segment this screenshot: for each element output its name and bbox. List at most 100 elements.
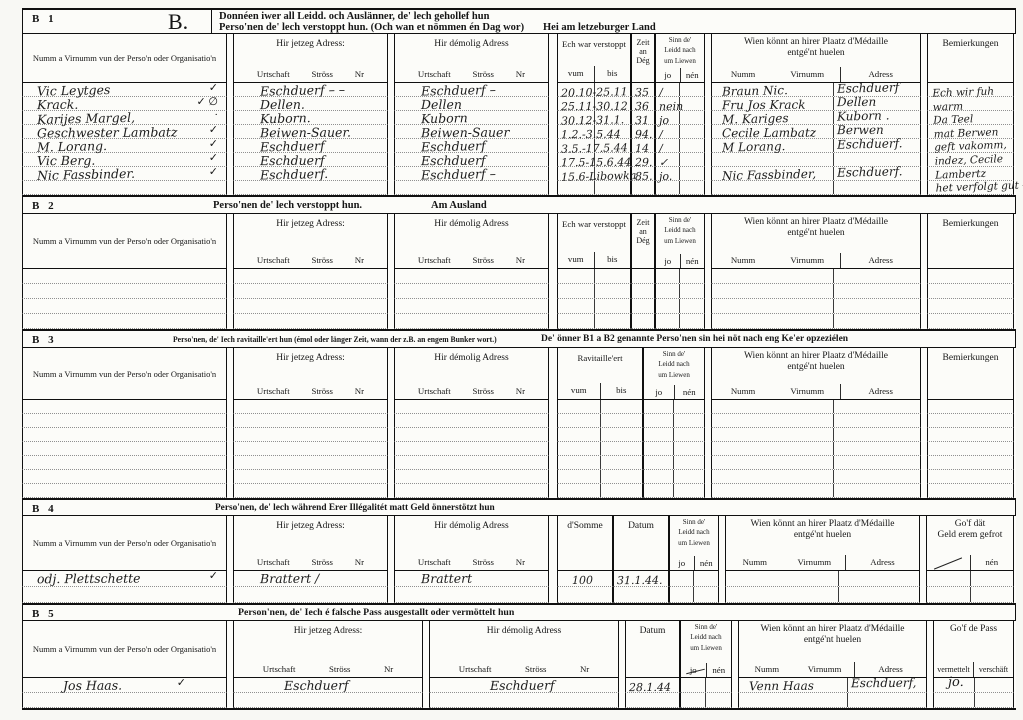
remarks-cell xyxy=(927,400,1014,414)
alive-cell xyxy=(643,428,705,442)
datum-label: Datum xyxy=(628,521,654,531)
table-row: Karijes Margel, · Kuborn. Kuborn 30.12-31… xyxy=(22,108,1016,128)
handwritten-address: Eschduerf. xyxy=(259,165,329,183)
datum-label: Datum xyxy=(639,626,666,636)
nr-label: Nr xyxy=(354,69,365,79)
table-row-empty xyxy=(22,284,1016,299)
table-row-empty xyxy=(22,299,1016,314)
section-id: B 3 xyxy=(32,334,57,346)
checkmark: ✓ ∅ xyxy=(196,96,218,108)
period-cell xyxy=(557,400,643,414)
remarks-cell xyxy=(927,428,1014,442)
former-address-cell xyxy=(394,299,549,314)
section-b4: B 4 Perso'nen, de' lech während Erer Ill… xyxy=(22,498,1016,603)
column-gap xyxy=(549,400,557,414)
days-cell: 36 xyxy=(631,97,655,113)
ravitailleert-label: Ravitaille'ert xyxy=(577,353,623,363)
date-cell xyxy=(613,587,669,603)
days-cell: 14 xyxy=(631,139,655,156)
wien-label-1: Wien könnt an hirer Plaatz d'Médaille xyxy=(743,37,889,47)
former-address-cell xyxy=(394,484,549,498)
checkmark: ✓ xyxy=(208,82,218,94)
table-row-empty xyxy=(22,470,1016,484)
current-address-header: Hir jetzeg Adress: Urtschaft Ströss Nr xyxy=(233,348,388,400)
former-address-header: Hir démolig Adress Urtschaft Ströss Nr xyxy=(394,214,549,269)
period-cell xyxy=(557,299,631,314)
days-cell xyxy=(631,299,655,314)
date-cell: 31.1.44. xyxy=(613,571,669,587)
urtschaft-label: Urtschaft xyxy=(256,386,290,396)
remarks-cell xyxy=(927,83,1014,97)
wien-label-2: entgé'nt huelen xyxy=(787,361,845,372)
section-b4-title-row: B 4 Perso'nen, de' lech während Erer Ill… xyxy=(22,498,1016,516)
jo-label: jo xyxy=(655,387,663,397)
verstoppt-label: Ech war verstoppt xyxy=(561,219,626,229)
handwritten-pass-answer: jo. xyxy=(947,674,964,691)
medal-cell xyxy=(711,484,921,498)
medal-cell xyxy=(711,314,921,329)
money-returned-cell xyxy=(926,571,1014,587)
handwritten-medal-address: Kuborn . xyxy=(836,108,890,124)
days-cell: 29. xyxy=(631,153,655,169)
handwritten-name: Vic Berg. xyxy=(36,152,96,169)
wien-sublabels: Numm Virnumm Adress xyxy=(712,384,920,399)
medal-cell xyxy=(711,153,921,167)
sum-column-header: d'Somme xyxy=(557,516,613,571)
wien-sublabels: Numm Virnumm Adress xyxy=(712,67,920,82)
alive-cell xyxy=(655,269,705,284)
bemierkungen-label: Bemierkungen xyxy=(942,353,999,363)
medal-column-header: Wien könnt an hirer Plaatz d'Médaille en… xyxy=(711,214,921,269)
adress-label: Adress xyxy=(840,67,920,82)
name-cell xyxy=(22,693,227,708)
table-row: Nic Fassbinder. ✓ Eschduerf. Eschduerf – … xyxy=(22,164,1016,184)
period-cell: 1.2.-3.5.44 xyxy=(557,125,631,142)
name-cell xyxy=(22,299,227,314)
alive-column-header: Sinn de' Leidd nach um Liewen jo nén xyxy=(655,34,705,83)
current-address-cell xyxy=(233,484,388,498)
handwritten-days: 14 xyxy=(634,141,650,156)
section-title-line2: Perso'nen de' lech verstoppt hun. (Och w… xyxy=(219,22,525,33)
name-cell xyxy=(22,414,227,428)
column-gap xyxy=(549,34,557,83)
wien-label-2: entgé'nt huelen xyxy=(787,47,845,58)
vum-label: vum xyxy=(570,385,587,395)
remarks-cell xyxy=(927,456,1014,470)
medal-cell: M. Kariges Kuborn . xyxy=(711,108,921,127)
column-gap xyxy=(549,181,557,195)
table-row-empty xyxy=(22,484,1016,498)
name-cell xyxy=(22,456,227,470)
current-address-cell: Eschduerf xyxy=(233,678,423,693)
handwritten-medal-address: Berwen xyxy=(836,122,884,138)
former-address-cell xyxy=(394,414,549,428)
wien-sublabels: Numm Virnumm Adress xyxy=(739,662,926,677)
b2-data-area xyxy=(22,269,1016,329)
jo-label: jo xyxy=(664,70,672,80)
section-b1-title-row: B 1 B. Donnéen iwer all Leidd. och Auslä… xyxy=(22,8,1016,34)
medal-cell xyxy=(711,299,921,314)
medal-cell: Fru Jos Krack Dellen xyxy=(711,95,921,112)
table-row-empty xyxy=(22,181,1016,195)
stross-label: Ströss xyxy=(311,69,333,79)
period-cell: 30.12-31.1. xyxy=(557,111,631,128)
name-cell: Geschwester Lambatz ✓ xyxy=(22,124,227,140)
section-b5: B 5 Person'nen, de' Iech é falsche Pass … xyxy=(22,603,1016,710)
column-gap xyxy=(549,97,557,111)
section-title-right: De' önner B1 a B2 genannte Perso'nen sin… xyxy=(541,334,849,344)
handwritten-alive: ✓ xyxy=(658,155,669,170)
handwritten-medal-name: Venn Haas xyxy=(748,678,814,694)
handwritten-period: 1.2.-3.5.44 xyxy=(560,127,621,142)
former-address-header: Hir démolig Adress Urtschaft Ströss Nr xyxy=(394,34,549,83)
handwritten-date: 31.1.44. xyxy=(616,573,663,588)
hidden-period-header: Ech war verstoppt vum bis xyxy=(557,34,631,83)
zeit-label-2: an xyxy=(639,47,647,56)
address-sublabels: Urtschaft Ströss Nr xyxy=(234,557,387,567)
vum-bis-row: vum bis xyxy=(558,383,642,399)
checkmark: ✓ xyxy=(208,166,218,178)
sinn-label-3: um Liewen xyxy=(664,55,696,65)
numm-label: Numm xyxy=(730,255,756,265)
pass-sublabels: vermettelt verschäft xyxy=(934,662,1013,677)
handwritten-medal-address: Eschduerf. xyxy=(836,136,903,152)
bis-label: bis xyxy=(599,383,643,399)
gof-geld-label-1: Go'f dät xyxy=(954,519,986,529)
handwritten-address: Eschduerf xyxy=(489,677,555,694)
